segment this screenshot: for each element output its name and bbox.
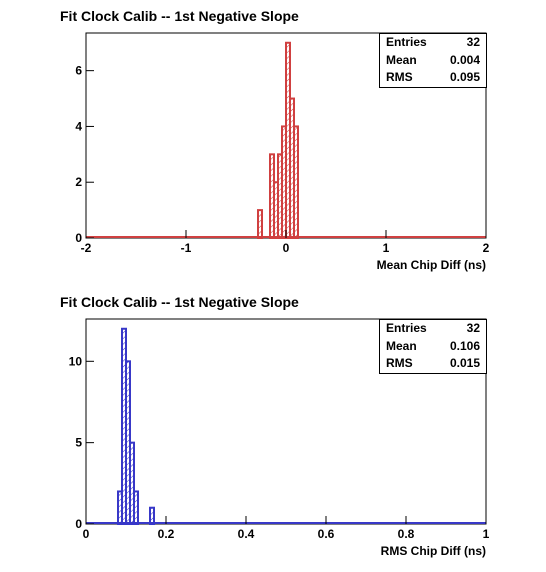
stats-rms: RMS 0.015 bbox=[380, 355, 486, 373]
y-tick-label: 5 bbox=[75, 436, 82, 450]
x-tick-label: 0.8 bbox=[398, 527, 415, 541]
histogram-bar bbox=[257, 209, 263, 239]
stats-mean: Mean 0.106 bbox=[380, 338, 486, 356]
stats-box: Entries 32 Mean 0.106 RMS 0.015 bbox=[379, 319, 487, 374]
x-tick-label: 0.6 bbox=[318, 527, 335, 541]
histogram-mean-chip-diff: -2 -1 0 1 2 0 2 4 6 Mean Chip Diff (ns) bbox=[75, 32, 490, 272]
stats-label: RMS bbox=[386, 356, 413, 370]
x-tick-label: 1 bbox=[383, 241, 390, 255]
x-tick-label: 2 bbox=[483, 241, 490, 255]
x-tick-label: 0 bbox=[283, 241, 290, 255]
x-tick-label: -2 bbox=[81, 241, 92, 255]
stats-value: 0.004 bbox=[449, 52, 480, 67]
y-tick-label: 4 bbox=[75, 119, 82, 133]
stats-entries: Entries 32 bbox=[380, 320, 486, 338]
chart-title: Fit Clock Calib -- 1st Negative Slope bbox=[60, 8, 299, 24]
histogram-bar bbox=[149, 506, 155, 526]
y-tick-label: 6 bbox=[75, 64, 82, 78]
x-axis-label: RMS Chip Diff (ns) bbox=[381, 544, 486, 558]
stats-box: Entries 32 Mean 0.004 RMS 0.095 bbox=[379, 33, 487, 88]
stats-label: Entries bbox=[386, 35, 427, 49]
stats-value: 32 bbox=[466, 321, 480, 335]
stats-label: Entries bbox=[386, 321, 427, 335]
x-tick-label: 1 bbox=[483, 527, 490, 541]
x-tick-label: 0 bbox=[83, 527, 90, 541]
histogram-bar bbox=[133, 490, 139, 525]
y-tick-label: 0 bbox=[75, 231, 82, 245]
x-tick-label: -1 bbox=[181, 241, 192, 255]
histogram-bars bbox=[117, 327, 155, 526]
x-tick-label: 0.2 bbox=[158, 527, 175, 541]
histogram-panel-mean: Fit Clock Calib -- 1st Negative Slope -2… bbox=[60, 8, 490, 272]
histogram-bar bbox=[293, 125, 299, 239]
stats-label: RMS bbox=[386, 70, 413, 84]
y-tick-label: 10 bbox=[69, 354, 83, 368]
x-axis-label: Mean Chip Diff (ns) bbox=[377, 258, 486, 272]
histogram-bars bbox=[257, 41, 299, 240]
stats-label: Mean bbox=[386, 52, 417, 67]
stats-value: 0.106 bbox=[449, 338, 480, 353]
stats-mean: Mean 0.004 bbox=[380, 52, 486, 70]
stats-rms: RMS 0.095 bbox=[380, 69, 486, 87]
stats-value: 0.015 bbox=[449, 356, 480, 370]
y-tick-label: 0 bbox=[75, 517, 82, 531]
x-tick-label: 0.4 bbox=[238, 527, 255, 541]
stats-label: Mean bbox=[386, 338, 417, 353]
chart-title: Fit Clock Calib -- 1st Negative Slope bbox=[60, 294, 299, 310]
stats-value: 32 bbox=[466, 35, 480, 49]
stats-entries: Entries 32 bbox=[380, 34, 486, 52]
stats-value: 0.095 bbox=[449, 70, 480, 84]
y-tick-label: 2 bbox=[75, 175, 82, 189]
